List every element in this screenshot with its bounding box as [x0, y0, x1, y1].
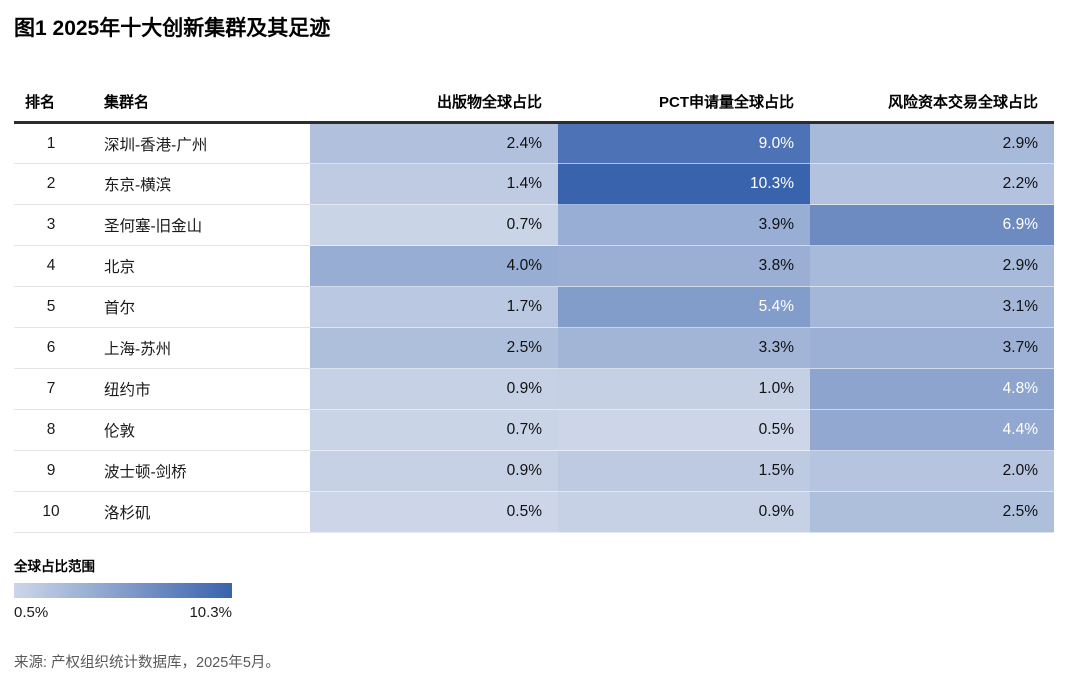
share-value-cell: 2.4%	[310, 122, 558, 164]
col-header-cluster-name: 集群名	[88, 78, 310, 124]
share-value-cell: 3.1%	[810, 286, 1054, 328]
share-value-cell: 0.7%	[310, 204, 558, 246]
share-value-cell: 1.5%	[558, 450, 810, 492]
rank-cell: 8	[14, 409, 88, 451]
cluster-name-cell: 东京-横滨	[88, 163, 310, 205]
share-value-cell: 3.3%	[558, 327, 810, 369]
share-value-cell: 0.9%	[310, 450, 558, 492]
rank-cell: 7	[14, 368, 88, 410]
legend-labels: 0.5% 10.3%	[14, 604, 232, 621]
rank-cell: 1	[14, 122, 88, 164]
share-value-cell: 10.3%	[558, 163, 810, 205]
cluster-name-cell: 深圳-香港-广州	[88, 122, 310, 164]
table-row: 1 深圳-香港-广州 2.4% 9.0% 2.9%	[14, 122, 1054, 164]
rank-cell: 4	[14, 245, 88, 287]
share-value-cell: 4.0%	[310, 245, 558, 287]
share-value-cell: 2.2%	[810, 163, 1054, 205]
cluster-name-cell: 洛杉矶	[88, 491, 310, 533]
share-value-cell: 1.0%	[558, 368, 810, 410]
rank-cell: 5	[14, 286, 88, 328]
share-value-cell: 0.9%	[558, 491, 810, 533]
share-value-cell: 6.9%	[810, 204, 1054, 246]
share-value-cell: 0.5%	[310, 491, 558, 533]
table-row: 10 洛杉矶 0.5% 0.9% 2.5%	[14, 491, 1054, 533]
cluster-name-cell: 波士顿-剑桥	[88, 450, 310, 492]
cluster-name-cell: 纽约市	[88, 368, 310, 410]
figure-title: 图1 2025年十大创新集群及其足迹	[14, 17, 331, 40]
legend-gradient-bar	[14, 583, 232, 598]
cluster-name-cell: 圣何塞-旧金山	[88, 204, 310, 246]
share-value-cell: 3.8%	[558, 245, 810, 287]
cluster-name-cell: 伦敦	[88, 409, 310, 451]
table-row: 4 北京 4.0% 3.8% 2.9%	[14, 245, 1054, 287]
share-value-cell: 2.9%	[810, 122, 1054, 164]
table-row: 2 东京-横滨 1.4% 10.3% 2.2%	[14, 163, 1054, 205]
rank-cell: 6	[14, 327, 88, 369]
col-header-rank: 排名	[14, 78, 88, 124]
table-row: 9 波士顿-剑桥 0.9% 1.5% 2.0%	[14, 450, 1054, 492]
table-header-row: 排名 集群名 出版物全球占比 PCT申请量全球占比 风险资本交易全球占比	[14, 78, 1054, 124]
share-value-cell: 5.4%	[558, 286, 810, 328]
legend-max-label: 10.3%	[189, 604, 232, 621]
share-value-cell: 1.4%	[310, 163, 558, 205]
rank-cell: 9	[14, 450, 88, 492]
col-header-publications-share: 出版物全球占比	[310, 78, 558, 124]
rank-cell: 10	[14, 491, 88, 533]
legend-min-label: 0.5%	[14, 604, 49, 621]
share-value-cell: 2.0%	[810, 450, 1054, 492]
cluster-name-cell: 上海-苏州	[88, 327, 310, 369]
share-value-cell: 9.0%	[558, 122, 810, 164]
table-row: 6 上海-苏州 2.5% 3.3% 3.7%	[14, 327, 1054, 369]
share-value-cell: 2.5%	[810, 491, 1054, 533]
legend-title: 全球占比范围	[14, 559, 95, 574]
table-row: 7 纽约市 0.9% 1.0% 4.8%	[14, 368, 1054, 410]
share-value-cell: 0.7%	[310, 409, 558, 451]
col-header-venture-capital-share: 风险资本交易全球占比	[810, 78, 1054, 124]
table-row: 8 伦敦 0.7% 0.5% 4.4%	[14, 409, 1054, 451]
clusters-heatmap-table: 排名 集群名 出版物全球占比 PCT申请量全球占比 风险资本交易全球占比 1 深圳…	[14, 78, 1054, 533]
cluster-name-cell: 首尔	[88, 286, 310, 328]
source-note: 来源: 产权组织统计数据库，2025年5月。	[14, 655, 280, 671]
table-row: 3 圣何塞-旧金山 0.7% 3.9% 6.9%	[14, 204, 1054, 246]
share-value-cell: 2.9%	[810, 245, 1054, 287]
col-header-pct-filings-share: PCT申请量全球占比	[558, 78, 810, 124]
share-value-cell: 0.5%	[558, 409, 810, 451]
share-value-cell: 1.7%	[310, 286, 558, 328]
rank-cell: 2	[14, 163, 88, 205]
share-value-cell: 3.9%	[558, 204, 810, 246]
table-row: 5 首尔 1.7% 5.4% 3.1%	[14, 286, 1054, 328]
share-value-cell: 4.8%	[810, 368, 1054, 410]
rank-cell: 3	[14, 204, 88, 246]
share-value-cell: 2.5%	[310, 327, 558, 369]
color-scale-legend: 全球占比范围 0.5% 10.3%	[14, 555, 1074, 621]
cluster-name-cell: 北京	[88, 245, 310, 287]
share-value-cell: 0.9%	[310, 368, 558, 410]
share-value-cell: 3.7%	[810, 327, 1054, 369]
share-value-cell: 4.4%	[810, 409, 1054, 451]
